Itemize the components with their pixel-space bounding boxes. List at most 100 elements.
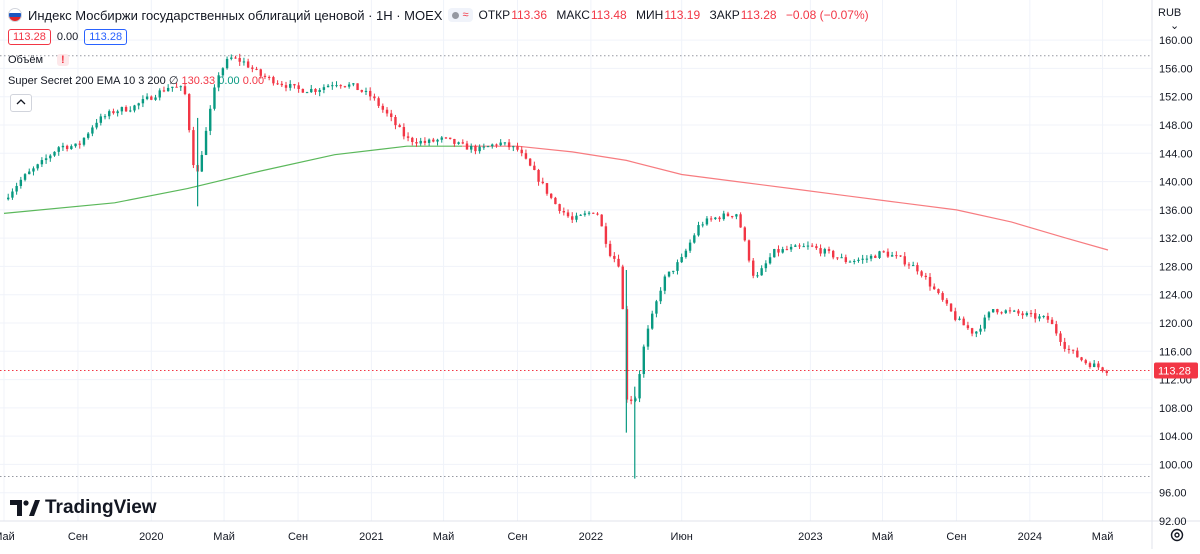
sell-price-button[interactable]: 113.28: [8, 29, 51, 45]
time-tick-label: Май: [0, 531, 15, 543]
candle-body: [672, 270, 675, 272]
candle-body: [82, 137, 86, 145]
tradingview-logo[interactable]: TradingView: [10, 497, 157, 519]
candle-body: [95, 122, 98, 128]
candle-body: [53, 151, 56, 156]
candle-body: [162, 90, 166, 92]
collapse-legend-button[interactable]: [10, 94, 32, 112]
candle-body: [886, 251, 890, 257]
candle-body: [655, 301, 658, 314]
price-tick-label: 108.00: [1159, 403, 1193, 415]
ema-fast-line: [3, 145, 463, 214]
candle-body: [970, 328, 974, 334]
indicator-name: Super Secret 200 EMA 10 3 200: [8, 75, 166, 87]
candle-body: [7, 197, 10, 200]
candle-body: [263, 75, 267, 77]
warning-icon[interactable]: !: [57, 54, 69, 66]
time-tick-label: 2024: [1018, 531, 1042, 543]
candle-body: [390, 113, 393, 117]
price-tick-label: 136.00: [1159, 205, 1193, 217]
time-tick-label: Май: [872, 531, 894, 543]
candle-body: [987, 312, 991, 318]
candle-body: [499, 142, 502, 146]
candle-body: [819, 248, 822, 254]
candle-body: [23, 174, 27, 180]
candle-body: [482, 146, 486, 148]
candle-body: [209, 108, 212, 131]
candle-body: [621, 266, 624, 310]
candle-body: [667, 271, 671, 277]
candle-body: [15, 185, 18, 192]
indicator-legend[interactable]: Super Secret 200 EMA 10 3 200 ∅ 130.33 0…: [8, 74, 264, 87]
candle-body: [991, 309, 995, 313]
candle-body: [255, 68, 258, 70]
candle-body: [920, 271, 923, 276]
price-tick-label: 128.00: [1159, 261, 1193, 273]
candle-body: [1080, 357, 1083, 361]
volume-label[interactable]: Объём: [8, 54, 44, 66]
candle-body: [533, 165, 536, 170]
candle-body: [238, 57, 241, 62]
candle-body: [133, 105, 136, 111]
candle-body: [945, 299, 949, 304]
chevron-down-icon: ⌄: [1170, 20, 1180, 32]
candle-body: [1063, 341, 1066, 349]
candle-body: [507, 142, 511, 148]
candle-body: [777, 249, 780, 253]
candle-body: [625, 309, 629, 400]
candle-body: [890, 255, 894, 257]
pill-symbol: ≈: [462, 9, 469, 21]
candle-body: [478, 146, 481, 152]
candle-body: [781, 249, 784, 253]
candle-body: [979, 328, 982, 332]
candle-body: [402, 127, 406, 137]
candle-body: [773, 249, 776, 258]
candle-body: [789, 246, 793, 250]
currency-label: RUB: [1158, 7, 1182, 19]
gear-icon[interactable]: [1169, 527, 1185, 543]
candle-body: [40, 160, 44, 165]
change-value: −0.08 (−0.07%): [785, 8, 869, 22]
time-tick-label: Май: [1092, 531, 1114, 543]
candle-body: [537, 169, 540, 182]
candle-body: [154, 97, 157, 100]
price-tick-label: 160.00: [1159, 35, 1193, 47]
price-tick-label: 148.00: [1159, 120, 1193, 132]
candle-body: [335, 85, 338, 87]
candle-body: [545, 183, 549, 194]
candle-body: [802, 246, 805, 248]
candle-body: [267, 76, 271, 78]
candle-body: [377, 98, 380, 106]
symbol-title[interactable]: Индекс Мосбиржи государственных облигаци…: [28, 7, 443, 23]
candle-body: [474, 145, 477, 152]
tradingview-logo-icon: [10, 500, 40, 516]
candle-body: [764, 263, 768, 269]
candle-body: [663, 276, 667, 291]
candle-body: [571, 216, 574, 220]
candle-body: [36, 164, 39, 169]
price-tick-label: 144.00: [1159, 148, 1193, 160]
buy-price-button[interactable]: 113.28: [84, 29, 128, 45]
candle-body: [899, 255, 902, 257]
candle-body: [1029, 313, 1033, 315]
status-pill[interactable]: ≈: [448, 8, 473, 22]
candle-body: [49, 155, 52, 159]
volume-legend: Объём !: [8, 54, 69, 66]
candle-body: [204, 130, 208, 155]
candle-body: [70, 146, 73, 150]
currency-selector[interactable]: RUB ⌄: [1158, 7, 1200, 32]
candle-body: [1084, 360, 1087, 364]
candle-body: [726, 213, 730, 217]
price-tick-label: 96.00: [1159, 488, 1187, 500]
candle-body: [373, 96, 376, 99]
russia-flag-icon: [8, 8, 22, 22]
candle-body: [398, 125, 401, 128]
legend: Индекс Мосбиржи государственных облигаци…: [8, 6, 875, 24]
candle-body: [1008, 310, 1012, 312]
time-tick-label: Сен: [288, 531, 308, 543]
candle-body: [310, 88, 313, 93]
candle-body: [1097, 363, 1100, 368]
candle-body: [166, 87, 170, 92]
